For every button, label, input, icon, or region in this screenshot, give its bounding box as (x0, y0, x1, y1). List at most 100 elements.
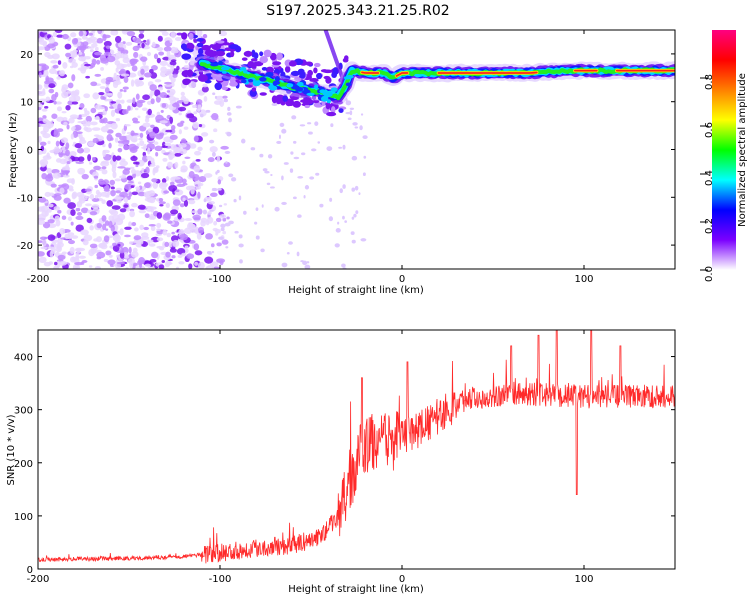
spectrogram-speckle (207, 201, 215, 205)
spectrogram-speckle (42, 239, 47, 247)
spectrogram-speckle (91, 127, 101, 131)
spectrogram-speckle (90, 81, 98, 87)
spectrogram-speckle (56, 116, 65, 122)
spectrogram-speckle (111, 164, 117, 169)
spectrogram-speckle (304, 104, 310, 109)
spectrogram-speckle (51, 113, 58, 119)
spectrogram-speckle (88, 32, 94, 36)
spectrogram-speckle (171, 231, 175, 235)
spectrogram-speckle (326, 111, 337, 117)
spectrogram-speckle (355, 210, 359, 215)
spectrogram-speckle (78, 56, 86, 62)
spectrogram-speckle (182, 182, 188, 186)
spectrogram-speckle (193, 111, 198, 115)
spectrogram-speckle (99, 86, 106, 89)
spectrogram-speckle (217, 179, 222, 185)
spectrogram-speckle (148, 223, 156, 227)
spectrogram-speckle (196, 38, 204, 42)
spectrogram-speckle (272, 61, 282, 66)
spectrogram-ridge-blob (320, 95, 329, 102)
spectrogram-speckle (196, 53, 205, 59)
spectrogram-speckle (96, 59, 101, 65)
spectrogram-speckle (61, 110, 67, 114)
spectrogram-speckle (124, 234, 131, 238)
spectrogram-speckle (48, 37, 55, 44)
spectrogram-speckle (138, 77, 144, 81)
spectrogram-speckle (69, 246, 75, 254)
spectrogram-speckle (276, 140, 282, 144)
spectrogram-speckle (65, 52, 71, 58)
spectrogram-speckle (354, 126, 359, 129)
spectrogram-speckle (349, 107, 355, 110)
spectrogram-speckle (130, 138, 138, 143)
spectrogram-speckle (176, 32, 183, 36)
spectrogram-speckle (224, 47, 232, 52)
spectrogram-speckle (83, 93, 91, 99)
spectrogram-ridge-blob (345, 82, 352, 87)
spectrogram-speckle (183, 227, 193, 234)
spectrogram-speckle (250, 58, 258, 62)
spectrogram-speckle (341, 263, 346, 268)
spectrogram-speckle (194, 150, 202, 156)
spectrogram-speckle (78, 255, 86, 259)
spectrogram-speckle (51, 53, 60, 60)
spectrogram-speckle (285, 100, 293, 107)
spectrogram-speckle (80, 67, 87, 74)
spectrogram-speckle (120, 250, 125, 254)
spectrogram-speckle (142, 155, 148, 163)
spectrogram-speckle (119, 208, 127, 213)
spectrogram-speckle (38, 219, 46, 225)
spectrogram-speckle (162, 157, 168, 162)
spectrogram-speckle (216, 169, 220, 174)
spectrogram-speckle (163, 46, 172, 52)
spectrogram-speckle (54, 215, 60, 222)
spectrogram-speckle (61, 86, 67, 93)
spectrogram-speckle (71, 101, 79, 105)
spectrogram-speckle (228, 220, 234, 225)
spectrogram-speckle (261, 67, 268, 71)
spectrogram-speckle (71, 62, 78, 68)
spectrogram-speckle (195, 159, 201, 162)
spectrogram-speckle (141, 167, 145, 174)
spectrogram-speckle (85, 127, 93, 133)
spectrogram-speckle (362, 135, 368, 140)
spectrogram-speckle (123, 144, 129, 151)
spectrogram-speckle (145, 166, 150, 174)
spectrogram-speckle (110, 30, 119, 36)
spectrogram-speckle (124, 226, 132, 230)
spectrogram-speckle (180, 168, 187, 173)
spectrogram-speckle (115, 132, 122, 138)
spectrogram-speckle (158, 51, 165, 56)
spectrogram-speckle (216, 40, 225, 44)
spectrogram-speckle (165, 251, 171, 258)
spectrogram-speckle (271, 102, 278, 107)
spectrogram-speckle (54, 91, 59, 98)
spectrogram-speckle (137, 159, 145, 167)
spectrogram-speckle (313, 62, 321, 68)
spectrogram-speckle (216, 56, 225, 60)
spectrogram-speckle (306, 261, 310, 264)
spectrogram-speckle (102, 96, 106, 100)
spectrogram-speckle (153, 53, 159, 60)
spectrogram-speckle (210, 243, 215, 248)
spectrogram-speckle (139, 224, 144, 231)
spectrogram-ridge-blob (295, 87, 304, 92)
spectrogram-speckle (57, 209, 62, 214)
spectrogram-speckle (42, 155, 52, 160)
spectrogram-speckle (172, 239, 180, 248)
spectrogram-speckle (147, 108, 152, 116)
colorbar-label: Normalized spectral amplitude (737, 73, 748, 227)
spectrogram-speckle (225, 246, 229, 249)
spectrogram-speckle (176, 65, 180, 71)
spectrogram-speckle (172, 102, 180, 108)
spectrogram-speckle (71, 38, 78, 45)
spectrogram-speckle (180, 138, 187, 145)
spectrogram-speckle (62, 62, 68, 69)
spectrogram-speckle (183, 98, 189, 105)
spectrogram-speckle (43, 261, 51, 267)
spectrogram-speckle (184, 156, 191, 160)
spectrogram-speckle (80, 207, 89, 214)
snr-content (38, 330, 675, 564)
spectrogram-speckle (159, 120, 168, 124)
